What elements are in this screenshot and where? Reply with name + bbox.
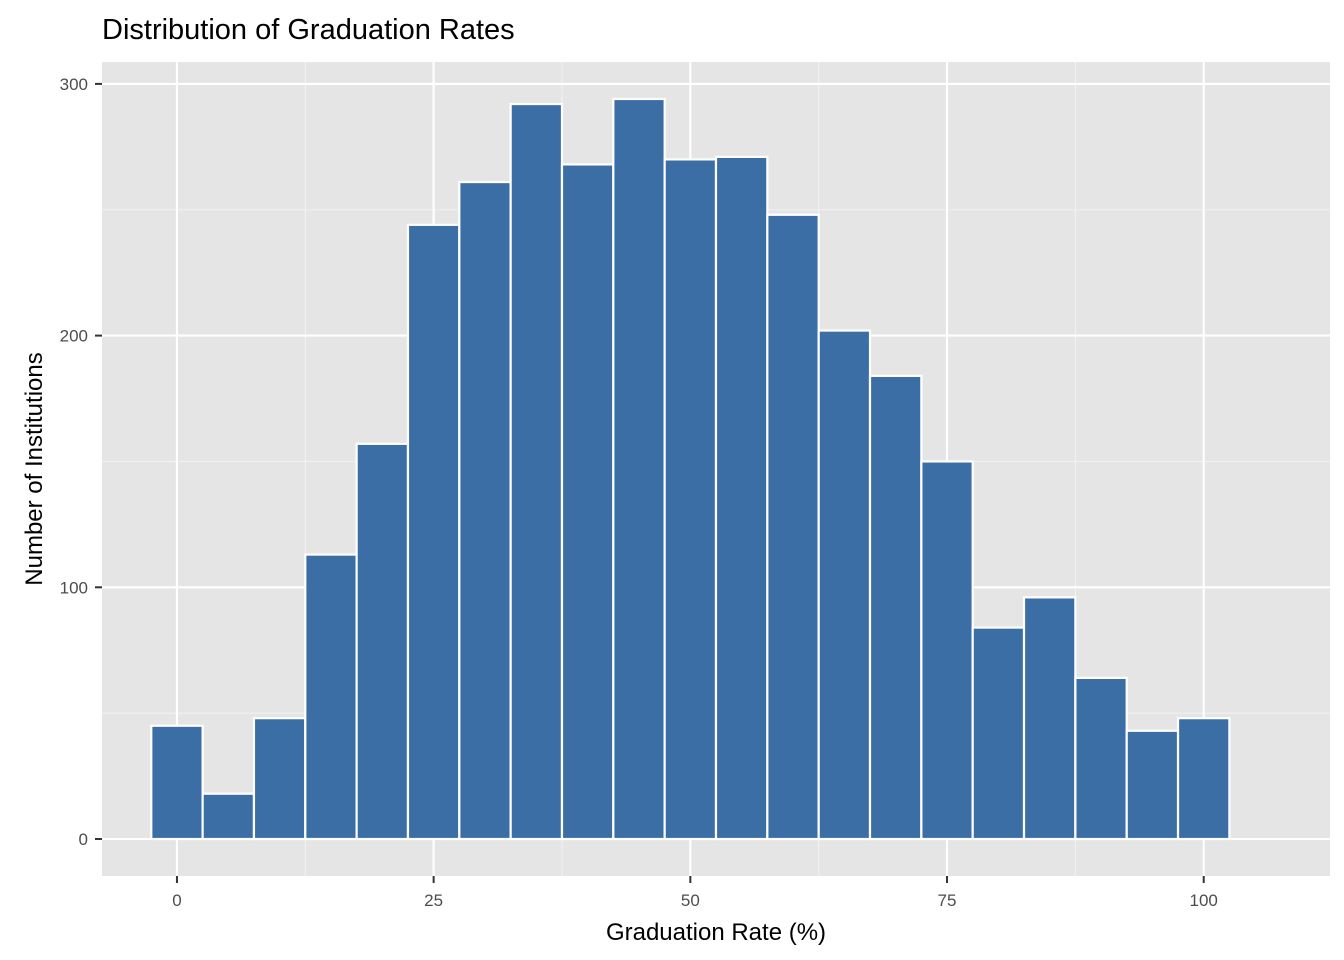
histogram-bar <box>458 180 512 841</box>
histogram-bars <box>150 97 1231 841</box>
histogram-bar <box>612 97 666 841</box>
histogram-bar <box>1176 717 1231 841</box>
chart-title: Distribution of Graduation Rates <box>102 14 515 46</box>
histogram-bar <box>1022 596 1077 841</box>
x-tick-label: 75 <box>938 891 957 910</box>
y-tick-label: 300 <box>60 75 88 94</box>
histogram-bar <box>355 442 410 841</box>
y-axis-tick-labels: 0 100 200 300 <box>60 75 88 849</box>
histogram-bar <box>1125 729 1180 841</box>
histogram-bar <box>1074 676 1128 841</box>
histogram-bar <box>509 102 564 841</box>
histogram-bar <box>817 329 872 841</box>
y-axis-title: Number of Institutions <box>21 352 48 585</box>
histogram-bar <box>920 460 974 841</box>
x-tick-label: 25 <box>424 891 443 910</box>
histogram-bar <box>868 374 923 841</box>
histogram-bar <box>406 223 461 841</box>
histogram-bar <box>150 724 204 841</box>
histogram-bar <box>766 213 820 841</box>
histogram-bar <box>560 163 615 841</box>
histogram-bar <box>971 626 1026 841</box>
histogram-bar <box>201 792 256 841</box>
x-tick-label: 50 <box>681 891 700 910</box>
y-tick-label: 100 <box>60 578 88 597</box>
x-axis-title: Graduation Rate (%) <box>606 919 826 946</box>
axis-ticks <box>95 82 1205 883</box>
y-tick-label: 200 <box>60 327 88 346</box>
histogram-bar <box>304 553 358 841</box>
x-tick-label: 100 <box>1190 891 1218 910</box>
histogram-bar <box>714 155 769 841</box>
x-axis-tick-labels: 0 25 50 75 100 <box>172 891 1218 910</box>
histogram-bar <box>252 717 307 841</box>
histogram-bar <box>663 158 718 841</box>
x-tick-label: 0 <box>172 891 181 910</box>
y-tick-label: 0 <box>79 830 88 849</box>
